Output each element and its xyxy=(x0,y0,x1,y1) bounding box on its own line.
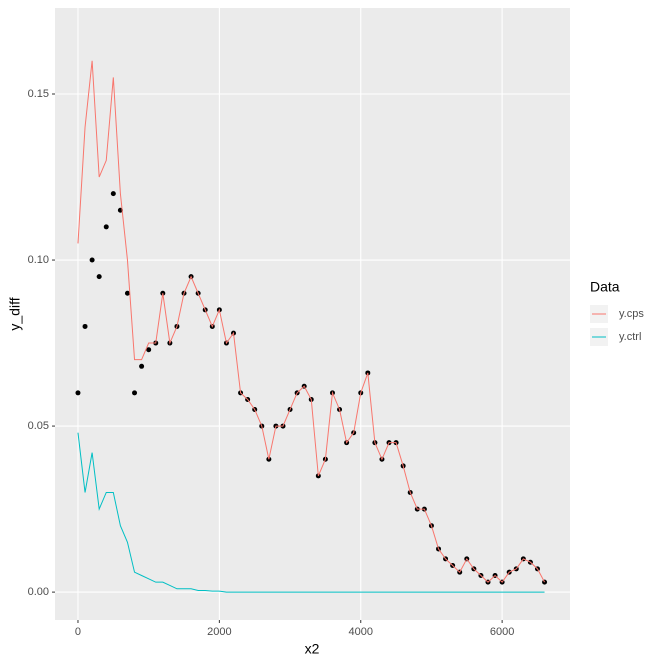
y-tick-label: 0.00 xyxy=(28,586,49,598)
point xyxy=(124,290,130,296)
point xyxy=(96,274,102,280)
point xyxy=(139,363,145,369)
series-line xyxy=(77,60,545,583)
point xyxy=(146,347,152,353)
y-axis-title: y_diff xyxy=(7,297,23,330)
x-tick-label: 4000 xyxy=(349,626,373,638)
panel xyxy=(55,8,570,620)
x-tick-label: 6000 xyxy=(490,626,514,638)
y-tick-label: 0.10 xyxy=(28,254,49,266)
x-tick-label: 0 xyxy=(75,626,81,638)
series-line xyxy=(77,432,545,593)
legend-label: y.ctrl xyxy=(619,331,641,343)
y-tick-label: 0.15 xyxy=(28,88,49,100)
point xyxy=(75,390,81,396)
legend-label: y.cps xyxy=(619,308,644,320)
point xyxy=(110,191,116,197)
point xyxy=(103,224,109,230)
x-axis-title: x2 xyxy=(305,641,320,657)
x-tick-label: 2000 xyxy=(207,626,231,638)
legend-title: Data xyxy=(590,279,620,295)
y-tick-label: 0.05 xyxy=(28,420,49,432)
point xyxy=(82,323,88,329)
point xyxy=(132,390,138,396)
point xyxy=(89,257,95,263)
